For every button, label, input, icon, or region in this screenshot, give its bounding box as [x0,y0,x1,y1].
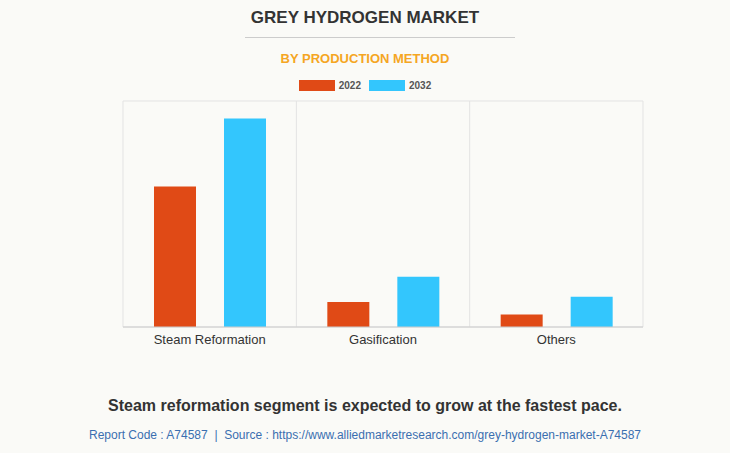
svg-text:Others: Others [537,332,577,347]
html-text:BY PRODUCTION METHOD: BY PRODUCTION METHOD [280,51,450,66]
html-text:2032: 2032 [409,80,432,91]
svg-text:Gasification: Gasification [349,332,417,347]
svg-text:Steam Reformation: Steam Reformation [154,332,266,347]
html-text:Report Code : A74587 | Source: Report Code : A74587 | Source : https://… [89,428,641,442]
html-text:Steam reformation segment is e: Steam reformation segment is expected to… [108,397,622,414]
html-text:GREY HYDROGEN MARKET: GREY HYDROGEN MARKET [250,8,480,27]
html-text:2022: 2022 [338,80,361,91]
